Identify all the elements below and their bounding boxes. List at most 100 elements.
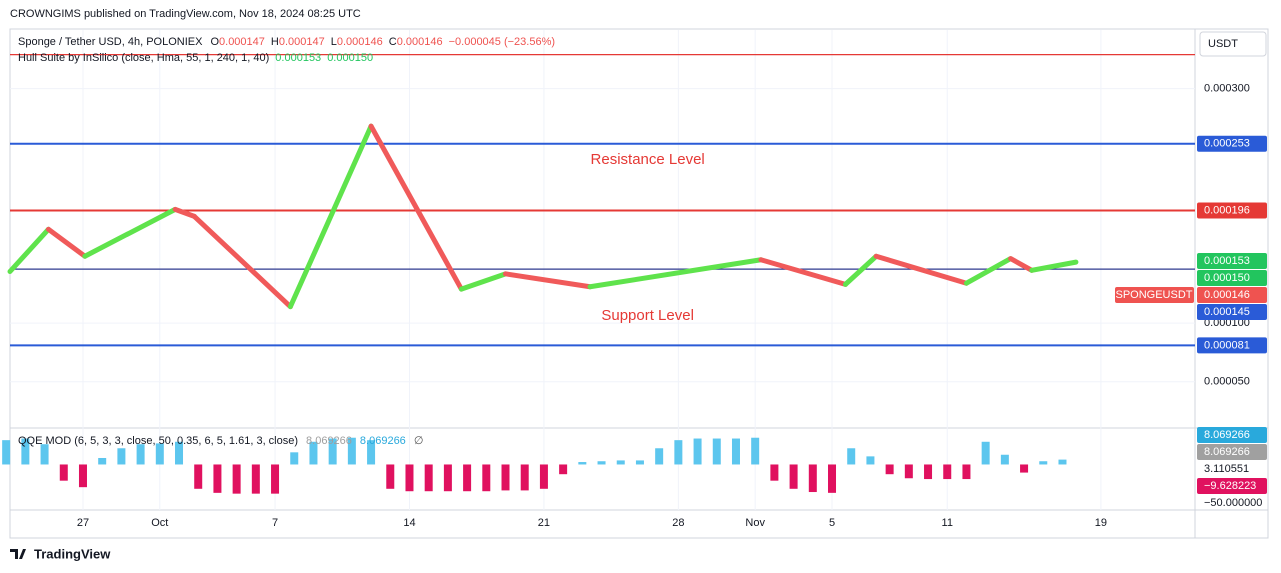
histogram-bar — [539, 464, 548, 489]
hull-segment — [503, 271, 593, 290]
hull-segment — [963, 256, 1014, 286]
histogram-bar — [194, 464, 203, 489]
price-tag — [1197, 303, 1267, 320]
x-tick-label: 14 — [403, 517, 415, 529]
histogram-bar — [386, 464, 395, 489]
hull-segment — [7, 226, 51, 274]
x-tick-label: 27 — [77, 517, 89, 529]
hull-value: 0.000150 — [327, 52, 373, 64]
qqe-legend: QQE MOD (6, 5, 3, 3, close, 50, 0.35, 6,… — [18, 435, 423, 447]
hull-segment — [758, 257, 848, 287]
histogram-bar — [924, 464, 933, 480]
histogram-bar — [328, 438, 337, 465]
histogram-bar — [962, 464, 971, 480]
frame — [9, 28, 1269, 539]
histogram-bar — [981, 441, 990, 465]
hull-title: Hull Suite by InSilico (close, Hma, 55, … — [18, 52, 269, 64]
histogram-bar — [789, 464, 798, 489]
histogram-bar — [712, 438, 721, 465]
ohlc-key: L — [331, 36, 337, 48]
indicator-tag-label: 8.069266 — [1204, 429, 1250, 441]
histogram-bar — [309, 441, 318, 465]
level-tag — [1197, 337, 1267, 354]
x-tick-label: Oct — [151, 517, 168, 529]
hull-segment — [587, 257, 764, 290]
price-tag — [1197, 286, 1267, 303]
legend-hull-line: Hull Suite by InSilico (close, Hma, 55, … — [18, 52, 373, 64]
level-tag — [1197, 135, 1267, 152]
symbol: Sponge / Tether USD, 4h, POLONIEX — [18, 36, 203, 48]
price-tag — [1197, 269, 1267, 286]
histogram-bar — [904, 464, 913, 479]
y-tick-label: 0.000300 — [1204, 83, 1250, 95]
histogram-bar — [866, 456, 875, 465]
histogram-bar — [78, 464, 87, 488]
histogram-bar — [828, 464, 837, 493]
x-tick-label: 5 — [829, 517, 835, 529]
histogram-bar — [424, 464, 433, 492]
hull-value: 0.000153 — [275, 52, 321, 64]
annotation: Resistance Level — [591, 151, 705, 168]
level-tag — [1197, 202, 1267, 219]
y-tick-label: −50.000000 — [1204, 497, 1262, 509]
histogram-bar — [347, 437, 356, 465]
price-tag-label: 0.000145 — [1204, 306, 1250, 318]
histogram-bar — [21, 438, 30, 465]
histogram-bar — [635, 460, 644, 465]
hull-segment — [45, 226, 88, 259]
currency[interactable]: USDT — [1208, 38, 1238, 50]
y-tick-label: 0.000100 — [1204, 317, 1250, 329]
histogram-bar — [98, 457, 107, 465]
histogram-bar — [655, 448, 664, 465]
ohlc-key: O — [210, 36, 219, 48]
y-tick-label: 0.000050 — [1204, 376, 1250, 388]
ohlc-value: 0.000147 — [279, 36, 325, 48]
histogram-bar — [367, 440, 376, 465]
histogram-bar — [597, 461, 606, 465]
histogram-bar — [271, 464, 280, 494]
histogram-bar — [693, 438, 702, 465]
histogram-bar — [847, 448, 856, 465]
level-tag-label: 0.000253 — [1204, 138, 1250, 150]
histogram-bar — [731, 438, 740, 465]
level-tag-label: 0.000081 — [1204, 339, 1250, 351]
hull-segment — [1008, 256, 1035, 273]
histogram-bar — [155, 443, 164, 465]
ohlc-key: C — [389, 36, 397, 48]
histogram-bar — [59, 464, 68, 481]
level-tag-label: 0.000196 — [1204, 204, 1250, 216]
qqe-legend-value: ∅ — [414, 435, 424, 447]
published-line: CROWNGIMS published on TradingView.com, … — [10, 8, 361, 20]
histogram-bar — [578, 462, 587, 465]
histogram-bar — [136, 444, 145, 465]
x-tick-label: 7 — [272, 517, 278, 529]
histogram-bar — [616, 460, 625, 465]
price-tag-label: 0.000146 — [1204, 289, 1250, 301]
currency-box[interactable] — [1199, 31, 1267, 57]
price-tag — [1197, 252, 1267, 269]
x-tick-label: 28 — [672, 517, 684, 529]
histogram-bar — [1020, 464, 1029, 473]
annotation: Support Level — [601, 307, 694, 324]
hull-segment — [191, 213, 293, 310]
histogram-bar — [943, 464, 952, 480]
hull-segment — [873, 253, 969, 286]
histogram-bar — [443, 464, 452, 492]
hull-segment — [287, 123, 374, 310]
histogram-bar — [213, 464, 222, 493]
histogram-bar — [751, 437, 760, 465]
histogram-bar — [1039, 461, 1048, 465]
hull-segment — [172, 206, 197, 219]
indicator-tag-label: 3.110551 — [1204, 463, 1249, 475]
hull-segment — [1029, 259, 1079, 273]
symbol-tag-label: SPONGEUSDT — [1115, 289, 1192, 301]
change: −0.000045 (−23.56%) — [449, 36, 555, 48]
qqe-legend-value: 8.069266 — [360, 435, 406, 447]
histogram-bar — [175, 441, 184, 465]
histogram-bar — [808, 464, 817, 493]
indicator-tag — [1197, 427, 1267, 443]
ohlc-key: H — [271, 36, 279, 48]
x-tick-label: 21 — [538, 517, 550, 529]
hull-segment — [458, 271, 509, 292]
